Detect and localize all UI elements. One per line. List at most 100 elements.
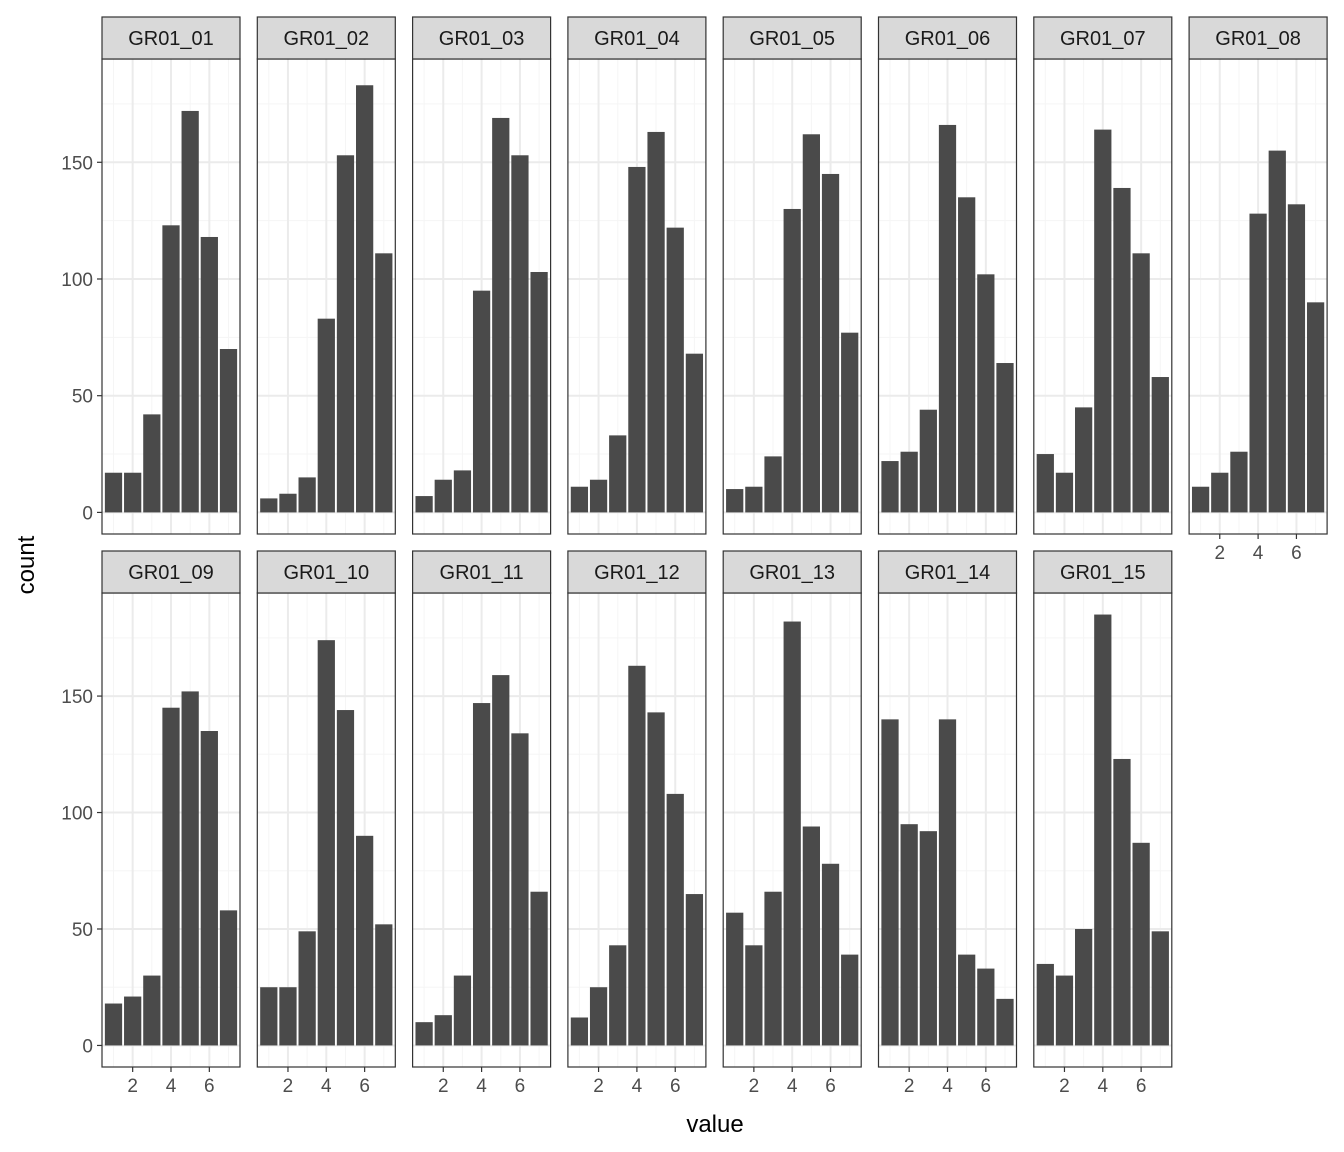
facet-label: GR01_05	[749, 28, 835, 50]
facet-strip	[877, 550, 1018, 594]
bar	[1094, 129, 1112, 513]
bar	[104, 472, 123, 513]
bar	[958, 954, 976, 1046]
bar	[570, 1017, 589, 1046]
facet-label: GR01_11	[440, 562, 524, 584]
y-tick-label: 0	[82, 503, 93, 524]
bar	[881, 719, 899, 1046]
bar	[124, 996, 142, 1046]
bar	[375, 253, 393, 513]
y-tick-label: 100	[61, 270, 93, 291]
bar	[317, 318, 335, 513]
facet-label: GR01_01	[128, 28, 214, 50]
bar	[609, 945, 627, 1046]
bar	[1113, 758, 1131, 1046]
facet-label: GR01_14	[905, 562, 991, 584]
bar	[647, 712, 665, 1046]
bar	[1249, 213, 1267, 513]
bar	[453, 975, 472, 1046]
bar	[609, 435, 627, 513]
bar	[124, 472, 142, 513]
bar	[279, 493, 297, 513]
facet-panel: GR01_04	[567, 16, 707, 535]
x-tick-label: 2	[593, 1076, 604, 1097]
x-tick-label: 2	[1059, 1076, 1070, 1097]
bar	[821, 863, 840, 1046]
facet-panel: GR01_03	[412, 16, 552, 535]
bar	[841, 332, 859, 513]
facet-label: GR01_06	[905, 28, 991, 50]
bar	[900, 824, 918, 1046]
facet-strip	[412, 16, 552, 60]
bar	[628, 166, 646, 513]
facet-label: GR01_03	[439, 28, 525, 50]
facet-panel: GR01_07	[1033, 16, 1173, 535]
x-tick-label: 4	[942, 1076, 953, 1097]
bar	[628, 665, 646, 1046]
bar	[996, 998, 1014, 1046]
bar	[143, 975, 161, 1046]
bar	[453, 470, 472, 513]
facet-strip	[412, 550, 552, 594]
bar	[298, 931, 316, 1046]
bar	[356, 85, 374, 513]
bar	[802, 826, 820, 1046]
bar	[472, 703, 491, 1046]
bar	[356, 835, 374, 1046]
bar	[938, 719, 957, 1046]
facet-strip	[256, 16, 396, 60]
x-tick-label: 6	[825, 1076, 836, 1097]
facet-panel: GR01_05	[722, 16, 862, 535]
facet-panel: GR01_09 0 50 100 150 2 4 6	[61, 550, 241, 1097]
x-tick-label: 6	[981, 1076, 992, 1097]
bar	[530, 891, 548, 1046]
bar	[919, 409, 937, 513]
bar	[1075, 407, 1093, 513]
bar	[1055, 472, 1074, 513]
facet-label: GR01_07	[1060, 28, 1146, 50]
bar	[647, 131, 665, 513]
bar	[336, 155, 355, 513]
bar	[666, 793, 684, 1046]
bar	[492, 675, 510, 1046]
bar	[317, 640, 335, 1046]
bar	[977, 274, 995, 513]
x-tick-label: 6	[1291, 543, 1302, 564]
bar	[260, 498, 278, 513]
bar	[530, 271, 548, 513]
facet-panel: GR01_08 2 4 6	[1188, 16, 1328, 564]
bar	[511, 733, 529, 1046]
bar	[802, 134, 820, 513]
bar	[1132, 842, 1150, 1046]
bar	[996, 363, 1014, 513]
x-tick-label: 6	[670, 1076, 681, 1097]
facet-strip	[567, 550, 707, 594]
bar	[219, 349, 238, 513]
bar	[162, 707, 180, 1046]
bar	[1211, 472, 1229, 513]
x-axis-title: value	[686, 1111, 743, 1138]
x-tick-label: 4	[166, 1076, 177, 1097]
x-tick-label: 6	[359, 1076, 370, 1097]
bar	[1306, 302, 1325, 513]
facet-label: GR01_09	[128, 562, 214, 584]
bar	[666, 227, 684, 513]
y-tick-label: 50	[72, 387, 93, 408]
x-tick-label: 2	[749, 1076, 760, 1097]
bar	[1151, 931, 1169, 1046]
facet-panel: GR01_10 2 4 6	[256, 550, 396, 1097]
y-tick-label: 50	[72, 920, 93, 941]
bar	[1113, 187, 1131, 513]
bar	[841, 954, 859, 1046]
facet-strip	[722, 550, 862, 594]
bar	[511, 155, 529, 513]
facet-label: GR01_04	[594, 28, 680, 50]
facet-panel: GR01_11 2 4 6	[412, 550, 552, 1097]
bar	[1287, 204, 1306, 513]
bar	[685, 353, 704, 513]
x-tick-label: 2	[283, 1076, 294, 1097]
bar	[1036, 454, 1054, 513]
x-tick-label: 4	[321, 1076, 332, 1097]
bar	[434, 1015, 452, 1046]
